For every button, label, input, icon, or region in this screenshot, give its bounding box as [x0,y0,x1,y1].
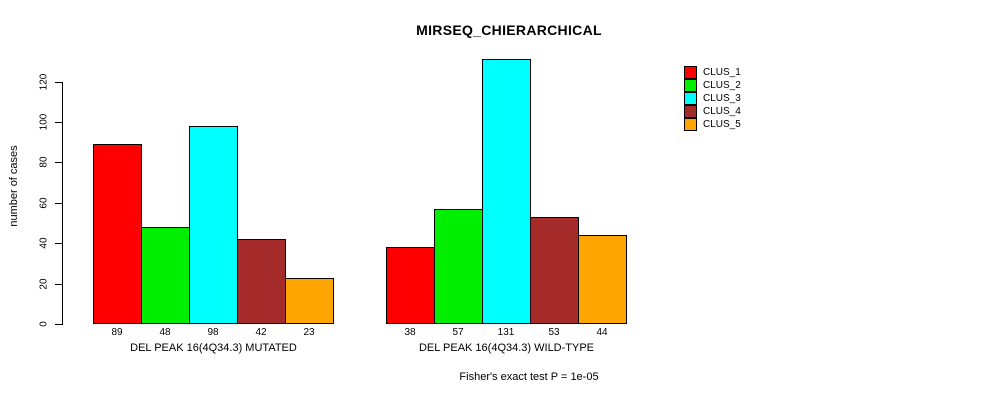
legend-row: CLUS_5 [684,118,741,131]
y-axis-tick-label: 20 [38,278,50,290]
bar-group [386,59,627,324]
bar-value-label: 38 [404,327,416,338]
y-axis-line [62,82,63,325]
y-axis-tick [55,243,62,244]
bar-value-label: 42 [255,327,267,338]
bar-value-label: 131 [497,327,515,338]
legend-swatch-clus_1 [684,66,697,79]
legend-row: CLUS_4 [684,105,741,118]
bar-value-row: 38 57 131 53 44 [386,327,626,338]
group-label: DEL PEAK 16(4Q34.3) MUTATED [130,342,297,354]
legend-label: CLUS_1 [703,67,741,78]
chart-title: MIRSEQ_CHIERARCHICAL [416,22,602,38]
bar-value-label: 48 [159,327,171,338]
legend-swatch-clus_4 [684,105,697,118]
y-axis-tick [55,203,62,204]
bar-clus_5 [285,278,334,324]
y-axis-tick-label: 40 [38,237,50,249]
y-axis-tick-label: 120 [38,73,50,91]
bar-group [93,126,334,324]
bar-clus_1 [386,247,435,324]
legend-row: CLUS_1 [684,66,741,79]
bar-value-label: 23 [303,327,315,338]
bar-value-label: 57 [452,327,464,338]
bar-clus_2 [434,209,483,324]
y-axis-tick [55,324,62,325]
bar-clus_4 [237,239,286,324]
statistical-test-annotation: Fisher's exact test P = 1e-05 [459,371,599,383]
y-axis-tick [55,122,62,123]
y-axis-tick [55,82,62,83]
y-axis-tick-label: 100 [38,113,50,131]
y-axis-tick-label: 60 [38,197,50,209]
legend-label: CLUS_3 [703,93,741,104]
legend-row: CLUS_3 [684,92,741,105]
legend: CLUS_1 CLUS_2 CLUS_3 CLUS_4 CLUS_5 [684,66,741,131]
bar-clus_5 [578,235,627,324]
bar-clus_3 [482,59,531,324]
y-axis-tick-label: 0 [38,321,50,327]
bar-value-label: 53 [548,327,560,338]
y-axis-label: number of cases [8,145,20,227]
legend-label: CLUS_2 [703,80,741,91]
bar-value-row: 89 48 98 42 23 [93,327,333,338]
y-axis-tick [55,284,62,285]
bar-value-label: 44 [596,327,608,338]
bar-value-label: 89 [111,327,123,338]
bar-clus_3 [189,126,238,324]
bar-clus_1 [93,144,142,324]
legend-label: CLUS_5 [703,119,741,130]
legend-swatch-clus_3 [684,92,697,105]
y-axis-tick-label: 80 [38,156,50,168]
legend-swatch-clus_5 [684,118,697,131]
group-label: DEL PEAK 16(4Q34.3) WILD-TYPE [418,342,595,354]
y-axis-tick [55,162,62,163]
legend-label: CLUS_4 [703,106,741,117]
bar-clus_4 [530,217,579,324]
bar-clus_2 [141,227,190,324]
bar-value-label: 98 [207,327,219,338]
legend-row: CLUS_2 [684,79,741,92]
legend-swatch-clus_2 [684,79,697,92]
